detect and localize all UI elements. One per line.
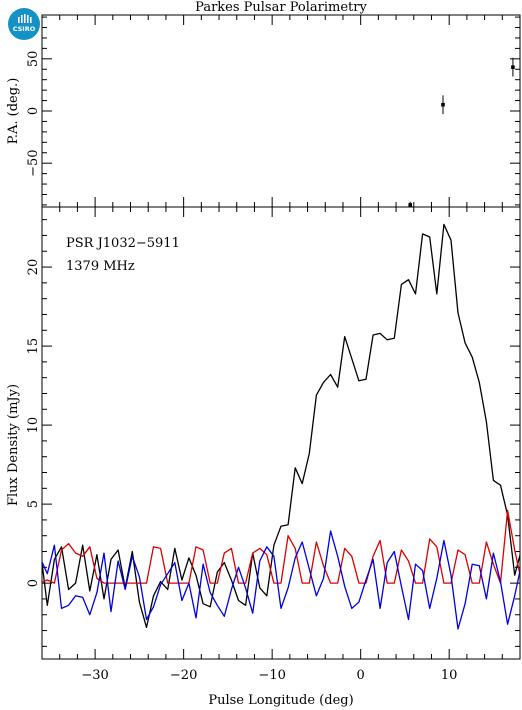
flux-frame xyxy=(41,206,521,660)
pa-point xyxy=(408,203,413,207)
flux-panel: −30 −20 −10 0 10 0 5 10 15 20 xyxy=(26,206,521,683)
total-intensity-line xyxy=(42,223,520,629)
pa-y-tick-label: 0 xyxy=(26,107,41,115)
x-tick-label: −10 xyxy=(258,668,285,683)
pa-y-tick-label: −50 xyxy=(26,149,41,176)
pa-panel: −50 0 50 xyxy=(26,14,521,208)
flux-y-axis-label: Flux Density (mJy) xyxy=(6,384,21,506)
csiro-logo-text: CSIRO xyxy=(13,25,36,33)
x-tick-label: −30 xyxy=(81,668,108,683)
frequency-label: 1379 MHz xyxy=(66,259,135,274)
flux-y-tick-label: 20 xyxy=(26,259,41,276)
pa-point xyxy=(441,102,445,107)
csiro-logo: CSIRO xyxy=(8,8,40,40)
circular-polarization-line xyxy=(42,530,520,630)
x-tick-label: −20 xyxy=(170,668,197,683)
x-tick-label: 10 xyxy=(441,668,458,683)
linear-polarization-line xyxy=(42,509,520,584)
x-axis-label: Pulse Longitude (deg) xyxy=(208,693,353,708)
flux-y-tick-label: 15 xyxy=(26,338,41,355)
pa-y-tick-label: 50 xyxy=(26,51,41,68)
pulsar-name-label: PSR J1032−5911 xyxy=(66,236,180,251)
chart-title: Parkes Pulsar Polarimetry xyxy=(195,0,367,15)
flux-y-tick-label: 0 xyxy=(26,579,41,587)
pa-point xyxy=(511,65,515,69)
flux-y-tick-label: 10 xyxy=(26,417,41,434)
pa-frame xyxy=(41,14,521,208)
flux-y-tick-label: 5 xyxy=(26,500,41,508)
pa-y-axis-label: P.A. (deg.) xyxy=(6,78,21,145)
x-tick-label: 0 xyxy=(357,668,365,683)
